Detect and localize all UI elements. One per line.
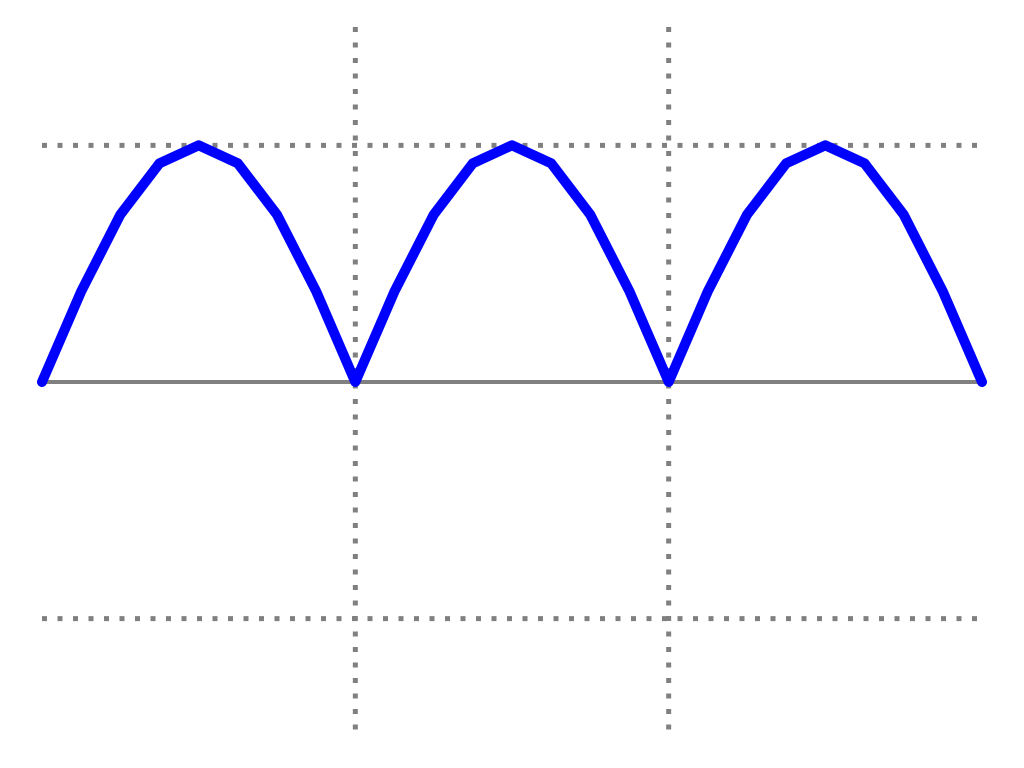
series — [37, 140, 987, 387]
grid — [42, 27, 982, 737]
series-line — [37, 140, 987, 387]
